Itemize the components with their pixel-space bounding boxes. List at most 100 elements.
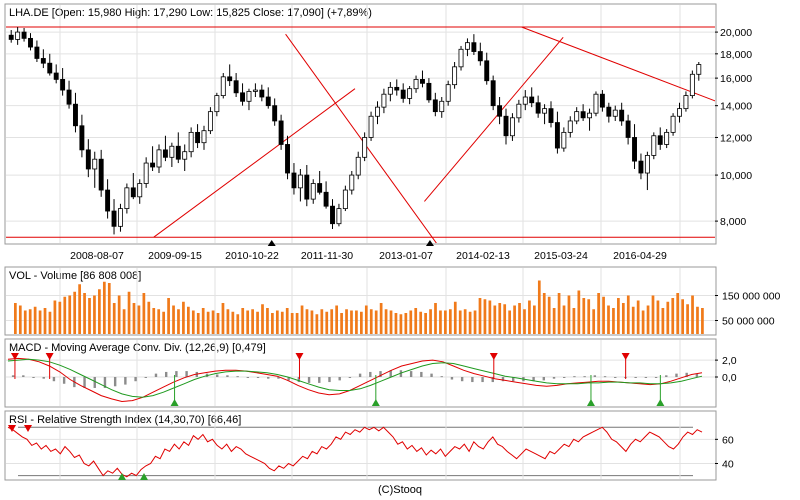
volume-bar: [567, 295, 571, 334]
candle-body: [464, 42, 470, 50]
volume-bar: [656, 300, 660, 334]
price-ytick-label: 16,000: [720, 73, 752, 85]
volume-bar: [498, 303, 502, 334]
volume-bar: [63, 296, 67, 334]
macd-histogram-bar: [542, 377, 546, 381]
rsi-sell-triangle: [8, 425, 16, 432]
macd-histogram-bar: [420, 371, 423, 377]
macd-histogram-bar: [471, 377, 474, 383]
volume-bar: [256, 311, 259, 334]
candle-body: [516, 103, 522, 119]
macd-histogram-bar: [287, 377, 290, 381]
volume-bar: [389, 310, 393, 334]
candle-body: [240, 92, 246, 102]
candle-body: [34, 46, 40, 59]
volume-bar: [23, 310, 27, 334]
volume-bar: [631, 306, 635, 334]
volume-bar: [691, 295, 694, 334]
volume-bar: [444, 310, 447, 334]
volume-bar: [617, 298, 620, 334]
candle-body: [175, 145, 181, 160]
candle-body: [162, 149, 168, 158]
macd-histogram-bar: [32, 377, 35, 378]
candle-body: [477, 51, 483, 62]
volume-bar: [607, 305, 610, 334]
candle-body: [445, 84, 451, 102]
candle-body: [60, 79, 66, 91]
candle-body: [375, 106, 380, 117]
volume-bar: [597, 293, 600, 334]
candle-body: [150, 162, 156, 168]
event-triangle-marker: [267, 240, 276, 246]
macd-histogram-bar: [450, 377, 454, 380]
volume-bar: [666, 301, 670, 334]
macd-histogram-bar: [83, 377, 86, 388]
macd-histogram-bar: [124, 377, 127, 385]
candle-body: [246, 91, 252, 102]
price-ytick-label: 20,000: [720, 27, 752, 39]
volume-bar: [295, 313, 299, 334]
macd-histogram-bar: [256, 377, 260, 378]
candle-body: [574, 111, 580, 122]
macd-panel: MACD - Moving Average Conv. Div. (12,26,…: [4, 338, 737, 408]
candle-body: [53, 72, 59, 80]
sell-signal-triangle: [10, 353, 19, 360]
candle-body: [336, 208, 342, 225]
candle-body: [169, 145, 175, 158]
rsi-panel: RSI - Relative Strength Index (14,30,70)…: [4, 410, 734, 481]
candle-body: [420, 79, 425, 84]
price-ytick-label: 14,000: [720, 101, 752, 113]
volume-bar: [285, 308, 289, 334]
volume-bar: [518, 303, 521, 334]
volume-bar: [355, 310, 358, 334]
macd-histogram-bar: [307, 377, 311, 383]
rsi-panel-frame: [4, 410, 717, 481]
volume-bar: [369, 309, 373, 334]
candle-body: [683, 95, 689, 110]
volume-bar: [592, 309, 596, 334]
candle-body: [696, 64, 702, 75]
macd-histogram-bar: [481, 377, 484, 383]
volume-bar: [73, 291, 77, 334]
candle-body: [156, 149, 162, 168]
candle-body: [66, 89, 72, 105]
macd-histogram-bar: [532, 377, 535, 382]
macd-histogram-bar: [338, 377, 341, 381]
macd-histogram-bar: [236, 376, 239, 378]
buy-signal-triangle: [371, 399, 380, 406]
candle-body: [28, 37, 33, 48]
volume-bar: [251, 309, 254, 334]
volume-bar: [602, 296, 605, 334]
candle-body: [677, 108, 682, 117]
macd-histogram-bar: [93, 377, 96, 388]
candle-body: [317, 183, 323, 193]
macd-histogram-bar: [62, 377, 66, 384]
candle-body: [8, 34, 14, 40]
candle-body: [407, 88, 413, 99]
volume-bar: [626, 295, 630, 334]
trend-line: [424, 36, 564, 202]
macd-histogram-bar: [154, 373, 158, 377]
macd-histogram-bar: [511, 377, 515, 382]
volume-bar: [48, 311, 52, 334]
candle-body: [580, 111, 586, 119]
candle-body: [272, 105, 278, 122]
volume-bar: [83, 293, 86, 334]
price-panel-frame: [4, 3, 717, 245]
candle-body: [124, 187, 130, 210]
macd-histogram-bar: [103, 377, 107, 388]
volume-bar: [429, 309, 432, 334]
candle-body: [554, 122, 560, 149]
candle-body: [619, 109, 625, 122]
volume-bar: [335, 305, 339, 334]
macd-histogram-bar: [277, 377, 280, 379]
candle-body: [439, 100, 445, 113]
volume-bar: [493, 305, 497, 334]
candle-body: [117, 208, 123, 227]
macd-histogram-bar: [430, 373, 433, 377]
volume-bar: [483, 299, 487, 334]
macd-histogram-bar: [318, 377, 321, 383]
volume-bar: [681, 299, 685, 334]
macd-histogram-bar: [399, 370, 403, 377]
